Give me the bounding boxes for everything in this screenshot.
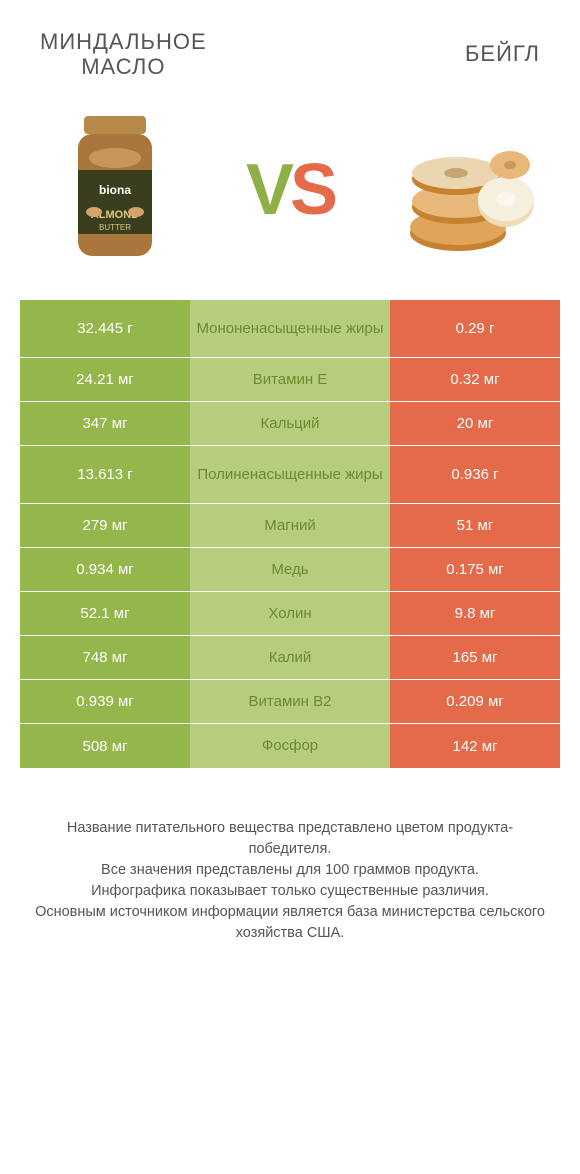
svg-text:biona: biona xyxy=(99,183,131,197)
bagel-stack-icon xyxy=(390,115,540,265)
nutrient-name: Мононенасыщенные жиры xyxy=(190,300,390,357)
right-product-title: БЕЙГЛ xyxy=(465,41,540,66)
comparison-table: 32.445 гМононенасыщенные жиры0.29 г24.21… xyxy=(20,300,560,768)
left-value: 52.1 мг xyxy=(20,592,190,635)
table-row: 13.613 гПолиненасыщенные жиры0.936 г xyxy=(20,446,560,504)
nutrient-name: Витамин B2 xyxy=(190,680,390,723)
left-product-title: МИНДАЛЬНОЕМАСЛО xyxy=(40,29,207,80)
nutrient-name: Кальций xyxy=(190,402,390,445)
left-value: 24.21 мг xyxy=(20,358,190,401)
right-value: 51 мг xyxy=(390,504,560,547)
footer-notes: Название питательного вещества представл… xyxy=(0,768,580,944)
footer-line-4: Основным источником информации является … xyxy=(26,902,554,944)
left-value: 279 мг xyxy=(20,504,190,547)
vs-s: S xyxy=(290,150,334,230)
table-row: 347 мгКальций20 мг xyxy=(20,402,560,446)
right-value: 142 мг xyxy=(390,724,560,768)
nutrient-name: Калий xyxy=(190,636,390,679)
header: МИНДАЛЬНОЕМАСЛО БЕЙГЛ xyxy=(0,0,580,90)
svg-text:BUTTER: BUTTER xyxy=(99,223,131,232)
right-product-image xyxy=(390,105,540,275)
almond-butter-jar-icon: biona ALMOND BUTTER xyxy=(60,110,170,270)
right-value: 9.8 мг xyxy=(390,592,560,635)
table-row: 279 мгМагний51 мг xyxy=(20,504,560,548)
left-value: 0.939 мг xyxy=(20,680,190,723)
right-value: 0.29 г xyxy=(390,300,560,357)
left-product-image: biona ALMOND BUTTER xyxy=(40,105,190,275)
table-row: 508 мгФосфор142 мг xyxy=(20,724,560,768)
footer-line-2: Все значения представлены для 100 граммо… xyxy=(26,860,554,881)
left-value: 508 мг xyxy=(20,724,190,768)
nutrient-name: Витамин E xyxy=(190,358,390,401)
nutrient-name: Холин xyxy=(190,592,390,635)
table-row: 0.939 мгВитамин B20.209 мг xyxy=(20,680,560,724)
left-value: 347 мг xyxy=(20,402,190,445)
table-row: 32.445 гМононенасыщенные жиры0.29 г xyxy=(20,300,560,358)
right-value: 165 мг xyxy=(390,636,560,679)
right-value: 0.209 мг xyxy=(390,680,560,723)
footer-line-3: Инфографика показывает только существенн… xyxy=(26,881,554,902)
left-value: 32.445 г xyxy=(20,300,190,357)
table-row: 748 мгКалий165 мг xyxy=(20,636,560,680)
left-value: 0.934 мг xyxy=(20,548,190,591)
left-value: 748 мг xyxy=(20,636,190,679)
table-row: 52.1 мгХолин9.8 мг xyxy=(20,592,560,636)
right-value: 0.936 г xyxy=(390,446,560,503)
right-value: 0.175 мг xyxy=(390,548,560,591)
nutrient-name: Фосфор xyxy=(190,724,390,768)
nutrient-name: Магний xyxy=(190,504,390,547)
table-row: 24.21 мгВитамин E0.32 мг xyxy=(20,358,560,402)
table-row: 0.934 мгМедь0.175 мг xyxy=(20,548,560,592)
nutrient-name: Медь xyxy=(190,548,390,591)
nutrient-name: Полиненасыщенные жиры xyxy=(190,446,390,503)
right-value: 20 мг xyxy=(390,402,560,445)
left-value: 13.613 г xyxy=(20,446,190,503)
vs-label: VS xyxy=(246,154,334,226)
right-value: 0.32 мг xyxy=(390,358,560,401)
product-images-row: biona ALMOND BUTTER VS xyxy=(0,90,580,300)
vs-v: V xyxy=(246,150,290,230)
footer-line-1: Название питательного вещества представл… xyxy=(26,818,554,860)
